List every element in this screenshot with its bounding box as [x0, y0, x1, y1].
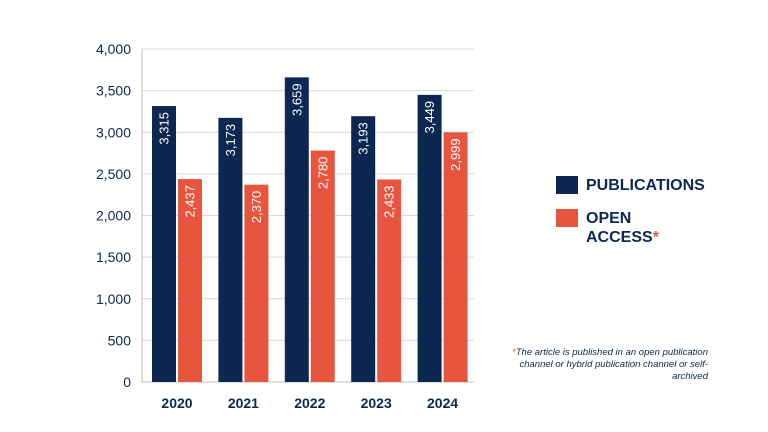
bar-publications [284, 77, 309, 383]
bar-publications [218, 117, 243, 382]
legend: PUBLICATIONS OPEN ACCESS* [556, 176, 716, 261]
bar-publications [152, 106, 176, 383]
bar-open-access [178, 179, 202, 382]
x-tick-label: 2022 [294, 395, 325, 411]
data-label: 2,780 [315, 157, 330, 190]
bar-open-access [310, 150, 335, 382]
y-tick-label: 3,000 [96, 124, 131, 140]
bar-open-access [377, 179, 402, 382]
x-tick-label: 2020 [161, 395, 192, 411]
data-label: 2,999 [448, 138, 463, 171]
y-tick-label: 3,500 [96, 83, 131, 99]
legend-label-open-access-line1: OPEN [586, 210, 632, 227]
footnote: *The article is published in an open pub… [500, 347, 708, 383]
legend-label-publications: PUBLICATIONS [586, 177, 705, 194]
data-label: 3,315 [157, 112, 172, 145]
x-tick-label: 2023 [361, 395, 392, 411]
x-tick-label: 2021 [228, 395, 259, 411]
legend-item-publications: PUBLICATIONS [556, 176, 716, 195]
y-tick-label: 500 [108, 332, 132, 348]
legend-item-open-access: OPEN ACCESS* [556, 209, 716, 247]
y-tick-label: 4,000 [96, 41, 131, 57]
data-label: 3,659 [289, 83, 304, 116]
legend-label-open-access-line2: ACCESS [586, 229, 653, 246]
x-tick-label: 2024 [427, 395, 458, 411]
y-tick-label: 2,500 [96, 166, 131, 182]
bar-publications [351, 116, 376, 383]
legend-label-open-access: OPEN ACCESS* [586, 209, 716, 247]
data-label: 2,437 [183, 185, 198, 218]
footnote-asterisk: * [512, 347, 516, 358]
footnote-text: The article is published in an open publ… [515, 347, 708, 382]
legend-swatch-publications [556, 176, 578, 194]
y-tick-label: 2,000 [96, 208, 131, 224]
bar-publications [417, 94, 442, 382]
data-label: 3,449 [422, 101, 437, 134]
legend-swatch-open-access [556, 209, 578, 227]
data-label: 2,433 [382, 185, 397, 218]
y-tick-label: 1,000 [96, 291, 131, 307]
y-tick-label: 1,500 [96, 249, 131, 265]
bar-open-access [443, 132, 468, 382]
data-label: 3,173 [223, 124, 238, 157]
legend-asterisk: * [652, 229, 659, 246]
bar-open-access [244, 184, 269, 382]
data-label: 2,370 [249, 191, 264, 224]
y-tick-label: 0 [123, 374, 131, 390]
data-label: 3,193 [356, 122, 371, 155]
